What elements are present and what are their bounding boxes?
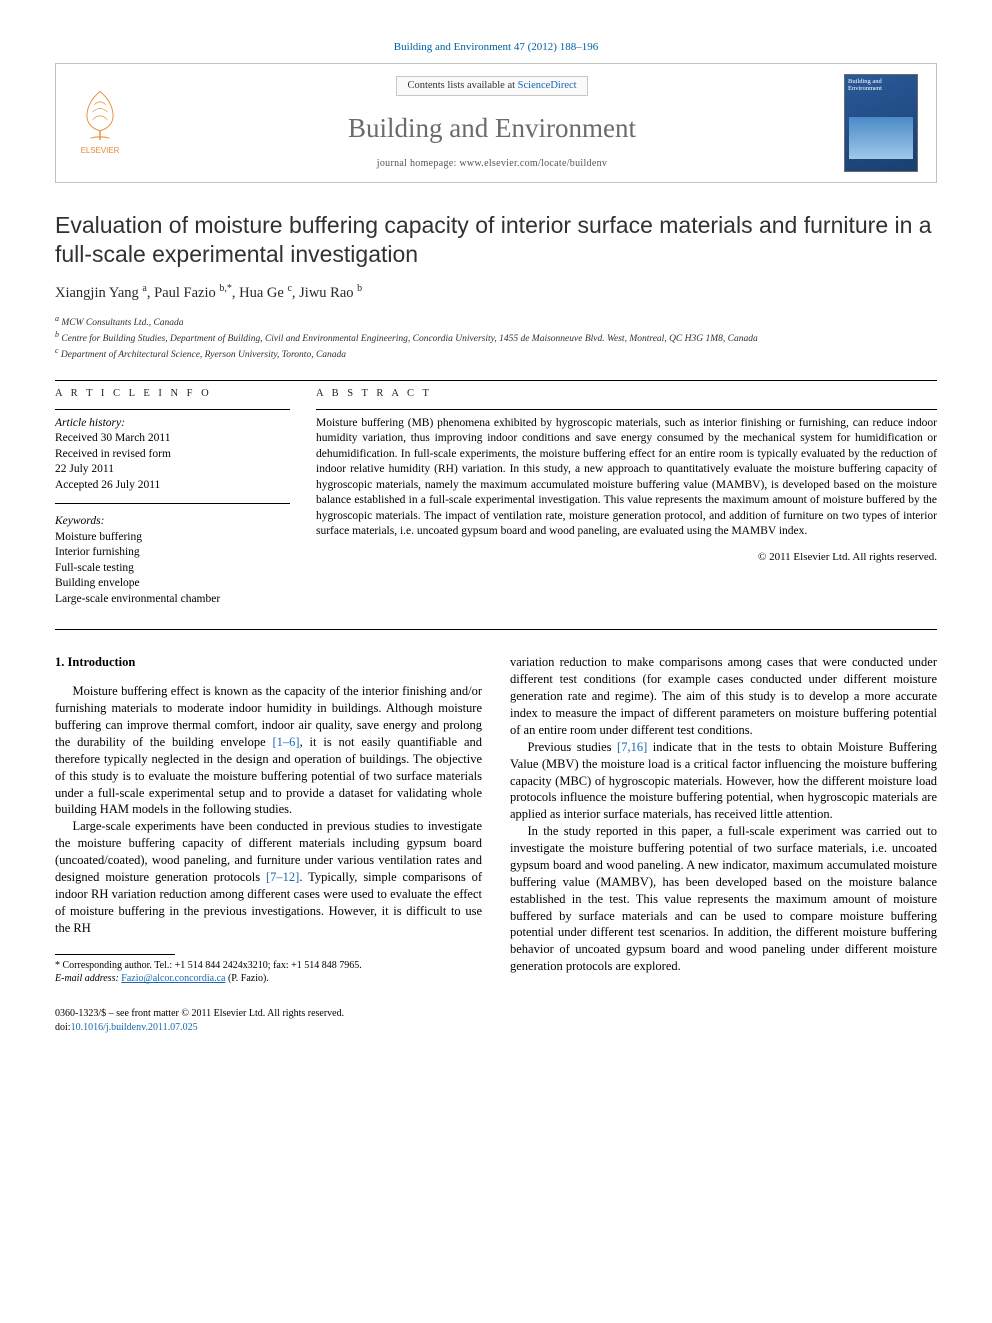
body-column-right: variation reduction to make comparisons … — [510, 654, 937, 985]
affiliation-line: b Centre for Building Studies, Departmen… — [55, 330, 937, 346]
article-info-heading: A R T I C L E I N F O — [55, 387, 290, 401]
journal-title: Building and Environment — [148, 110, 836, 146]
abstract-heading: A B S T R A C T — [316, 387, 937, 401]
homepage-line: journal homepage: www.elsevier.com/locat… — [148, 157, 836, 171]
affiliation-line: c Department of Architectural Science, R… — [55, 346, 937, 362]
cover-title-text: Building and Environment — [848, 78, 914, 92]
body-paragraph: Large-scale experiments have been conduc… — [55, 818, 482, 936]
author-list: Xiangjin Yang a, Paul Fazio b,*, Hua Ge … — [55, 282, 937, 303]
abstract-copyright: © 2011 Elsevier Ltd. All rights reserved… — [316, 550, 937, 565]
sciencedirect-link[interactable]: ScienceDirect — [518, 80, 577, 91]
doi-link[interactable]: 10.1016/j.buildenv.2011.07.025 — [71, 1022, 198, 1033]
issn-copyright-line: 0360-1323/$ – see front matter © 2011 El… — [55, 1007, 937, 1021]
history-label: Article history: — [55, 416, 290, 432]
keyword-item: Moisture buffering — [55, 530, 290, 546]
keyword-item: Building envelope — [55, 576, 290, 592]
homepage-prefix: journal homepage: — [377, 158, 460, 169]
citation-header: Building and Environment 47 (2012) 188–1… — [55, 40, 937, 55]
abstract-text: Moisture buffering (MB) phenomena exhibi… — [316, 416, 937, 540]
elsevier-tree-icon: ELSEVIER — [70, 86, 130, 156]
keyword-item: Interior furnishing — [55, 545, 290, 561]
citation-link[interactable]: [7,16] — [617, 740, 647, 754]
keywords-label: Keywords: — [55, 514, 290, 530]
body-paragraph: variation reduction to make comparisons … — [510, 654, 937, 738]
paper-title: Evaluation of moisture buffering capacit… — [55, 211, 937, 269]
publisher-name-text: ELSEVIER — [81, 146, 120, 155]
homepage-link[interactable]: www.elsevier.com/locate/buildenv — [459, 158, 607, 169]
contents-prefix: Contents lists available at — [407, 80, 517, 91]
publisher-logo: ELSEVIER — [70, 86, 140, 161]
divider — [55, 409, 290, 410]
history-line: 22 July 2011 — [55, 462, 290, 478]
corresponding-author-footnote: * Corresponding author. Tel.: +1 514 844… — [55, 959, 482, 985]
footer-meta: 0360-1323/$ – see front matter © 2011 El… — [55, 1007, 937, 1034]
journal-cover-thumbnail: Building and Environment — [844, 74, 922, 172]
divider — [55, 629, 937, 630]
body-paragraph: In the study reported in this paper, a f… — [510, 823, 937, 975]
email-owner: (P. Fazio). — [225, 973, 268, 984]
history-line: Accepted 26 July 2011 — [55, 478, 290, 494]
affiliation-line: a MCW Consultants Ltd., Canada — [55, 314, 937, 330]
cover-art-icon — [849, 117, 913, 159]
affiliations-block: a MCW Consultants Ltd., Canadab Centre f… — [55, 314, 937, 362]
history-line: Received 30 March 2011 — [55, 431, 290, 447]
citation-link[interactable]: [1–6] — [272, 735, 299, 749]
doi-label: doi: — [55, 1022, 71, 1033]
body-column-left: 1. Introduction Moisture buffering effec… — [55, 654, 482, 985]
article-info-body: Article history: Received 30 March 2011R… — [55, 416, 290, 608]
history-line: Received in revised form — [55, 447, 290, 463]
divider — [316, 409, 937, 410]
contents-available-line: Contents lists available at ScienceDirec… — [396, 76, 587, 96]
keyword-item: Full-scale testing — [55, 561, 290, 577]
divider — [55, 380, 937, 381]
corr-author-line: * Corresponding author. Tel.: +1 514 844… — [55, 959, 482, 972]
section-heading-introduction: 1. Introduction — [55, 654, 482, 671]
body-paragraph: Moisture buffering effect is known as th… — [55, 683, 482, 818]
email-label: E-mail address: — [55, 973, 121, 984]
corr-email-link[interactable]: Fazio@alcor.concordia.ca — [121, 973, 225, 984]
citation-link[interactable]: [7–12] — [266, 870, 299, 884]
keyword-item: Large-scale environmental chamber — [55, 592, 290, 608]
footnote-separator — [55, 954, 175, 955]
body-paragraph: Previous studies [7,16] indicate that in… — [510, 739, 937, 823]
journal-header-box: ELSEVIER Contents lists available at Sci… — [55, 63, 937, 183]
